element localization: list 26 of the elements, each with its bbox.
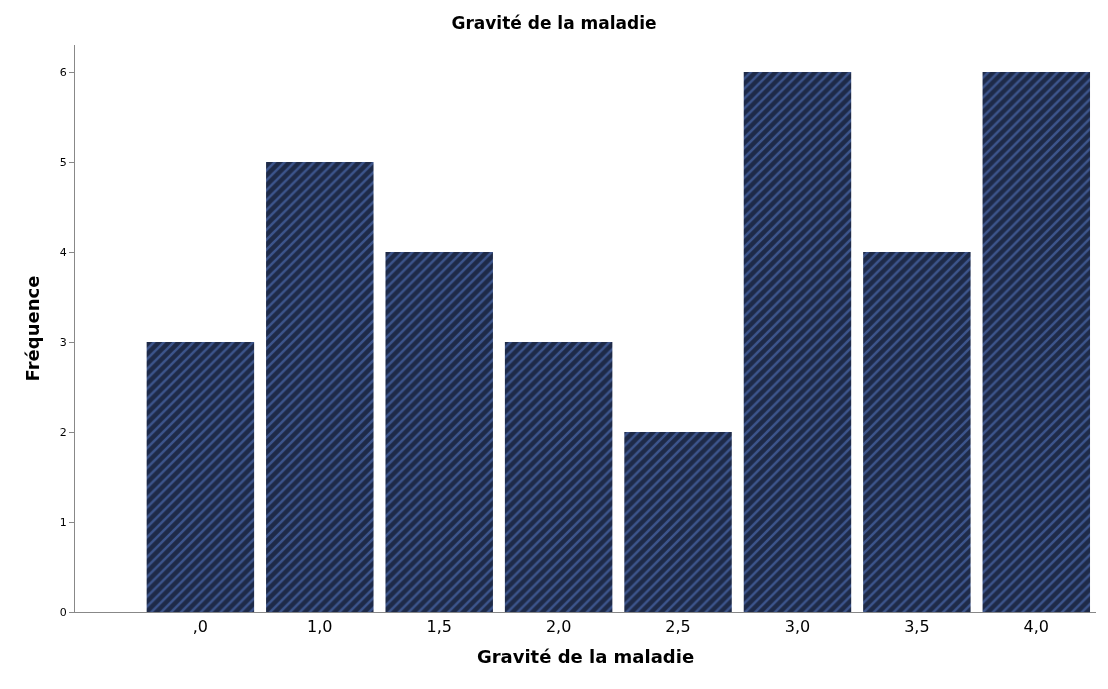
bar <box>624 432 732 612</box>
x-tick-label: 1,5 <box>426 617 452 637</box>
y-tick-label: 3 <box>59 335 67 349</box>
x-tick-label: 2,5 <box>665 617 691 637</box>
y-tick-label: 5 <box>59 155 67 169</box>
bar <box>504 342 613 612</box>
y-tick-label: 0 <box>59 605 67 619</box>
bar <box>743 72 852 612</box>
x-tick-label: 2,0 <box>545 617 572 637</box>
y-axis-title: Fréquence <box>22 275 43 382</box>
x-tick-label: ,0 <box>192 617 209 637</box>
x-tick-label: 3,5 <box>904 617 930 637</box>
bar <box>266 162 374 612</box>
y-tick-label: 1 <box>59 515 67 529</box>
y-tick-label: 6 <box>59 65 67 79</box>
y-tick-label: 2 <box>59 425 67 439</box>
x-tick-label: 4,0 <box>1023 617 1050 637</box>
x-tick-label: 1,0 <box>307 617 333 637</box>
bar <box>385 252 493 612</box>
x-axis-title: Gravité de la maladie <box>476 646 695 668</box>
chart-title: Gravité de la maladie <box>451 13 657 34</box>
bar <box>863 252 971 612</box>
y-tick-label: 4 <box>59 245 67 259</box>
x-tick-label: 3,0 <box>784 617 811 637</box>
bar <box>146 342 255 612</box>
bar <box>982 72 1091 612</box>
